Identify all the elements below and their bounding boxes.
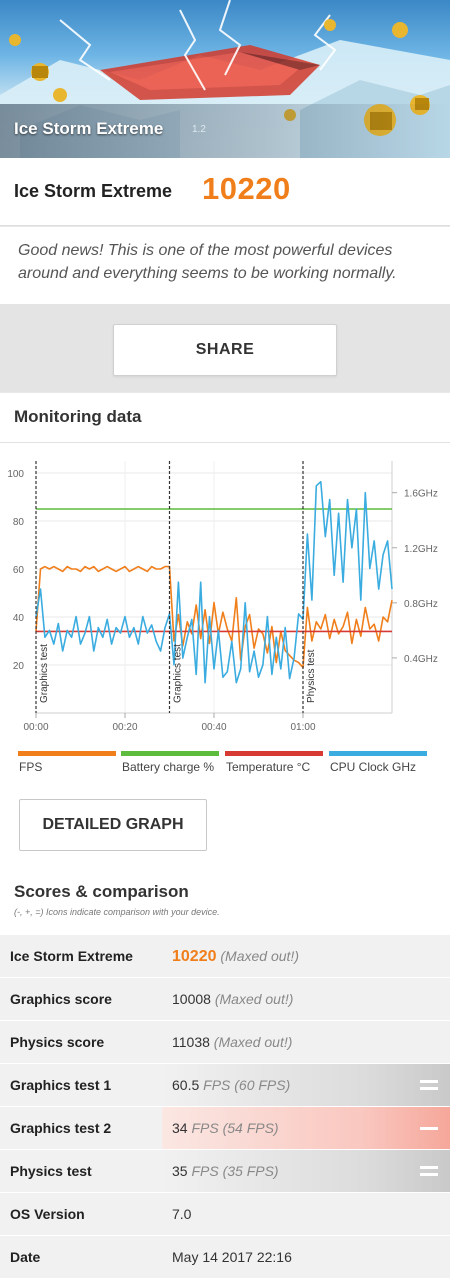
- scores-subtitle: (-, +, =) Icons indicate comparison with…: [14, 907, 220, 917]
- result-message-card: Good news! This is one of the most power…: [0, 227, 450, 304]
- y-tick-label: 40: [13, 613, 25, 624]
- x-tick-label: 00:00: [23, 722, 48, 733]
- y-tick-label: 60: [13, 565, 25, 576]
- x-tick-label: 01:00: [290, 722, 315, 733]
- equal-icon: [420, 1166, 438, 1176]
- monitoring-title: Monitoring data: [14, 407, 142, 426]
- legend-label: CPU Clock GHz: [330, 760, 417, 774]
- legend-swatch: [18, 751, 116, 756]
- score-note: (Maxed out!): [216, 948, 299, 964]
- score-row-value: 11038 (Maxed out!): [172, 1034, 292, 1050]
- score-row-label: Physics test: [10, 1163, 92, 1179]
- monitoring-chart[interactable]: 20 40 60 80 100 0.4GHz 0.8GHz 1.2GHz 1.6GHz 00:00…: [0, 451, 450, 741]
- score-row-label: Graphics test 2: [10, 1120, 112, 1136]
- score-row-label: Physics score: [10, 1034, 105, 1050]
- score-row-label: Graphics test 1: [10, 1077, 112, 1093]
- overall-score: 10220: [202, 171, 291, 206]
- legend-label: Temperature °C: [226, 760, 311, 774]
- y2-tick-label: 0.4GHz: [404, 654, 438, 665]
- result-message: Good news! This is one of the most power…: [18, 242, 397, 282]
- score-value: 11038: [172, 1034, 210, 1050]
- score-note: (Maxed out!): [209, 1034, 293, 1050]
- score-value: 35: [172, 1163, 188, 1179]
- score-value: 10220: [172, 948, 217, 965]
- score-row-value: May 14 2017 22:16: [172, 1249, 292, 1265]
- share-area: SHARE: [0, 304, 450, 392]
- equal-icon: [420, 1080, 438, 1090]
- score-row: Graphics test 1 60.5 FPS (60 FPS): [0, 1064, 450, 1106]
- comparison-bar: [162, 1064, 450, 1106]
- y2-tick-label: 1.2GHz: [404, 544, 438, 555]
- series-line-cpu-clock-ghz: [35, 480, 393, 684]
- test-marker-label: Physics test: [306, 649, 317, 703]
- scores-title: Scores & comparison: [14, 882, 189, 901]
- score-row-label: Graphics score: [10, 991, 112, 1007]
- score-row: Physics score 11038 (Maxed out!): [0, 1021, 450, 1063]
- banner-version: 1.2: [192, 124, 206, 135]
- score-row-value: 7.0: [172, 1206, 191, 1222]
- y-tick-label: 100: [7, 469, 24, 480]
- banner-title: Ice Storm Extreme: [14, 119, 164, 138]
- legend-label: Battery charge %: [122, 760, 215, 774]
- y-tick-label: 20: [13, 661, 25, 672]
- legend-swatch: [225, 751, 323, 756]
- test-marker-label: Graphics test: [39, 644, 50, 703]
- score-value: May 14 2017 22:16: [172, 1249, 292, 1265]
- test-banner-image: Ice Storm Extreme 1.2: [0, 0, 450, 158]
- legend-label: FPS: [19, 760, 43, 774]
- score-row: Ice Storm Extreme 10220 (Maxed out!): [0, 935, 450, 977]
- score-value: 10008: [172, 991, 211, 1007]
- score-row-value: 34 FPS (54 FPS): [172, 1120, 279, 1136]
- score-row-label: Ice Storm Extreme: [10, 948, 133, 964]
- comparison-bar: [162, 1150, 450, 1192]
- score-note: (Maxed out!): [210, 991, 294, 1007]
- score-row: Graphics test 2 34 FPS (54 FPS): [0, 1107, 450, 1149]
- score-row-value: 10008 (Maxed out!): [172, 991, 293, 1007]
- score-note: FPS (60 FPS): [199, 1077, 291, 1093]
- comparison-bar: [162, 1107, 450, 1149]
- score-note: FPS (54 FPS): [187, 1120, 279, 1136]
- banner-title-overlay: [0, 104, 450, 158]
- score-row-label: OS Version: [10, 1206, 85, 1222]
- legend-swatch: [329, 751, 427, 756]
- legend-swatch: [121, 751, 219, 756]
- minus-icon: [420, 1127, 438, 1130]
- score-row: Graphics score 10008 (Maxed out!): [0, 978, 450, 1020]
- detailed-graph-button[interactable]: DETAILED GRAPH: [19, 799, 207, 851]
- score-row-label: Date: [10, 1249, 41, 1265]
- divider: [0, 442, 450, 443]
- score-row: Date May 14 2017 22:16: [0, 1236, 450, 1278]
- y2-tick-label: 1.6GHz: [404, 489, 438, 500]
- score-note: FPS (35 FPS): [187, 1163, 279, 1179]
- share-button[interactable]: SHARE: [113, 324, 337, 376]
- score-row-value: 35 FPS (35 FPS): [172, 1163, 279, 1179]
- overall-score-card: Ice Storm Extreme 10220: [0, 158, 450, 226]
- y2-tick-label: 0.8GHz: [404, 599, 438, 610]
- score-row: Physics test 35 FPS (35 FPS): [0, 1150, 450, 1192]
- score-row: OS Version 7.0: [0, 1193, 450, 1235]
- score-value: 34: [172, 1120, 188, 1136]
- test-marker-label: Graphics test: [173, 644, 184, 703]
- x-tick-label: 00:40: [201, 722, 226, 733]
- benchmark-name: Ice Storm Extreme: [14, 181, 173, 201]
- score-value: 60.5: [172, 1077, 200, 1093]
- x-tick-label: 00:20: [112, 722, 137, 733]
- score-value: 7.0: [172, 1206, 192, 1222]
- y-tick-label: 80: [13, 517, 25, 528]
- score-row-value: 10220 (Maxed out!): [172, 948, 299, 966]
- score-row-value: 60.5 FPS (60 FPS): [172, 1077, 290, 1093]
- series-line-fps: [35, 565, 393, 669]
